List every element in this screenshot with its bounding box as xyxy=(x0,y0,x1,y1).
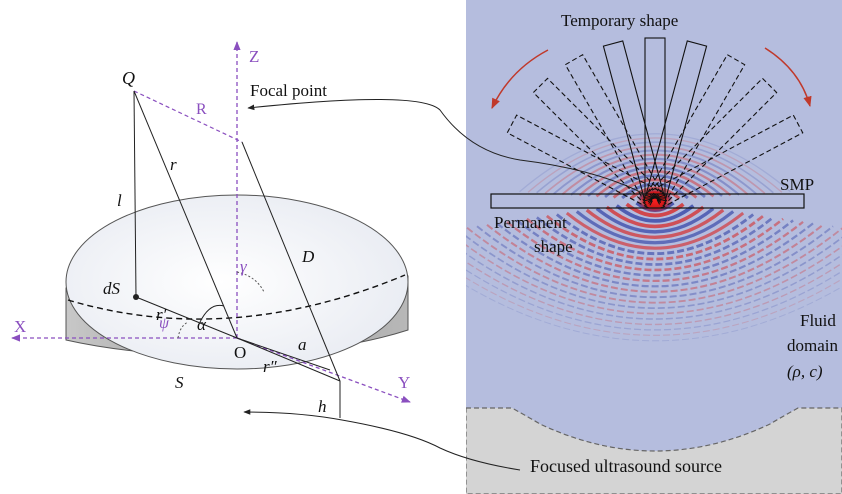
wave-front-lower xyxy=(615,204,695,223)
label-alpha: α xyxy=(197,315,207,334)
wave-front-upper xyxy=(561,153,749,196)
wave-front-lower xyxy=(506,220,804,282)
temporary-shape-rect xyxy=(564,53,664,205)
label-z: Z xyxy=(249,47,259,66)
wave-front-lower xyxy=(526,217,784,272)
temporary-shape-rect xyxy=(532,77,662,207)
wave-front-lower xyxy=(466,269,842,331)
line-focal-to-edge xyxy=(241,141,341,382)
wave-front-upper xyxy=(570,157,740,196)
y-axis xyxy=(236,337,411,403)
label-gamma: γ xyxy=(240,257,248,276)
label-o: O xyxy=(234,343,246,362)
line-ds-to-o xyxy=(135,296,238,339)
label-a: a xyxy=(298,335,307,354)
wave-front-upper xyxy=(604,174,706,198)
wave-front-lower xyxy=(555,213,755,256)
smp-label: SMP xyxy=(780,175,814,194)
focused-ultrasound-source xyxy=(466,407,842,494)
wave-front-lower xyxy=(536,216,774,266)
alpha-angle-arc xyxy=(199,304,225,323)
wave-front-lower xyxy=(605,205,705,228)
wave-front-lower xyxy=(466,244,842,315)
acoustic-field-panel xyxy=(466,0,842,494)
label-x: X xyxy=(14,317,26,336)
rotation-arrow-right xyxy=(764,47,812,108)
wave-front-lower xyxy=(516,219,794,277)
rotation-arrow-left xyxy=(491,49,549,109)
wave-front-lower xyxy=(565,211,745,250)
label-l: l xyxy=(117,191,122,210)
line-q-to-o xyxy=(133,90,238,339)
wave-front-lower xyxy=(585,208,725,239)
label-ds: dS xyxy=(103,279,121,298)
fluid-params-label: (ρ, c) xyxy=(787,362,823,381)
label-r-upper: R xyxy=(196,101,207,118)
wave-front-upper xyxy=(536,141,774,194)
wave-front-lower xyxy=(476,225,834,299)
wave-front-upper xyxy=(544,145,766,194)
wave-front-upper xyxy=(527,137,783,193)
wave-front-lower xyxy=(466,227,842,304)
psi-angle-arc xyxy=(177,321,189,339)
label-h: h xyxy=(318,397,327,416)
temporary-shape-rect xyxy=(645,40,708,202)
wave-front-lower xyxy=(575,210,735,245)
r-distance-line xyxy=(133,90,243,143)
focal-point-link-arrow xyxy=(247,98,649,197)
wave-front-lower xyxy=(466,277,842,336)
label-s: S xyxy=(175,373,184,392)
wave-front-lower xyxy=(466,261,842,326)
line-o-to-edge xyxy=(236,337,341,382)
line-q-to-ds xyxy=(133,90,137,298)
wave-front-lower xyxy=(466,284,842,342)
permanent-shape-label-line1: Permanent xyxy=(494,213,567,232)
label-r-double-prime: r″ xyxy=(263,357,278,376)
wave-front-lower xyxy=(486,223,824,293)
wave-front-lower xyxy=(466,234,842,309)
focal-point-label: Focal point xyxy=(250,81,327,100)
geometry-panel: Q Z Focal point R r l D γ dS r′ α ψ X O … xyxy=(11,41,649,471)
label-d: D xyxy=(301,247,315,266)
wave-front-upper xyxy=(621,182,689,200)
label-y: Y xyxy=(398,373,410,392)
wave-front-lower xyxy=(545,214,765,261)
temporary-shape-label: Temporary shape xyxy=(561,11,678,30)
label-q: Q xyxy=(122,68,135,88)
line-ds-to-edge-radius xyxy=(236,337,331,371)
label-r-prime: r′ xyxy=(156,305,167,324)
source-link-arrow xyxy=(243,409,521,471)
smp-permanent-strip xyxy=(490,193,805,209)
wave-front-upper xyxy=(553,149,757,195)
label-psi: ψ xyxy=(159,315,170,332)
wave-front-lower xyxy=(496,222,814,288)
wave-front-lower xyxy=(466,252,842,320)
fluid-label-line2: domain xyxy=(787,336,838,355)
gamma-angle-arc xyxy=(236,271,265,293)
source-label: Focused ultrasound source xyxy=(530,456,722,476)
fluid-label-line1: Fluid xyxy=(800,311,836,330)
wave-front-lower xyxy=(595,207,715,234)
permanent-shape-label-line2: shape xyxy=(534,237,573,256)
ds-point xyxy=(133,294,139,300)
disc-diameter-dashed xyxy=(67,274,406,320)
label-r: r xyxy=(170,155,177,174)
